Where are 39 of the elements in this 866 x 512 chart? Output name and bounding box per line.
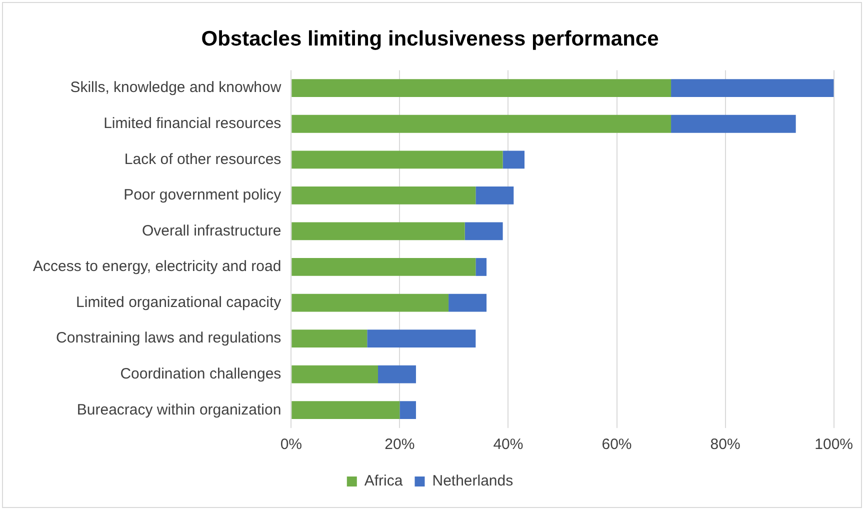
legend-label: Africa (364, 472, 404, 490)
x-tick-label: 60% (602, 436, 632, 454)
bar (292, 365, 378, 384)
x-tick-label: 20% (384, 436, 415, 454)
x-tick-label: 40% (493, 436, 524, 454)
bar (400, 401, 416, 420)
x-tick-label: 100% (814, 436, 854, 454)
y-tick-label: Limited organizational capacity (76, 294, 282, 311)
y-tick-label: Limited financial resources (104, 115, 282, 132)
x-tick-label: 0% (280, 436, 302, 454)
x-tick-label: 80% (710, 436, 740, 454)
bar (464, 222, 503, 240)
bar (671, 114, 796, 133)
bar (292, 294, 449, 312)
y-tick-label: Overall infrastructure (142, 222, 282, 240)
y-tick-label: Coordination challenges (120, 365, 282, 382)
bar (292, 114, 672, 133)
bar (671, 79, 834, 98)
bar (292, 79, 672, 98)
bar (292, 330, 368, 348)
y-tick-label: Access to energy, electricity and road (32, 258, 282, 276)
y-tick-label: Constraining laws and regulations (56, 330, 282, 347)
bar (292, 150, 503, 169)
bar (378, 365, 416, 384)
chart-title: Obstacles limiting inclusiveness performance (201, 27, 659, 50)
bar (292, 258, 476, 276)
bar (292, 222, 465, 240)
y-tick-label: Bureacracy within organization (76, 401, 282, 418)
bar (367, 330, 476, 348)
bar (476, 186, 514, 204)
bar (292, 186, 476, 204)
y-tick-label: Skills, knowledge and knowhow (70, 79, 282, 96)
bar (448, 294, 487, 312)
bar (476, 258, 487, 276)
y-tick-label: Poor government policy (124, 186, 282, 204)
bar (292, 401, 400, 420)
legend-label: Netherlands (432, 472, 514, 490)
bar (502, 150, 525, 169)
y-tick-label: Lack of other resources (124, 150, 282, 168)
